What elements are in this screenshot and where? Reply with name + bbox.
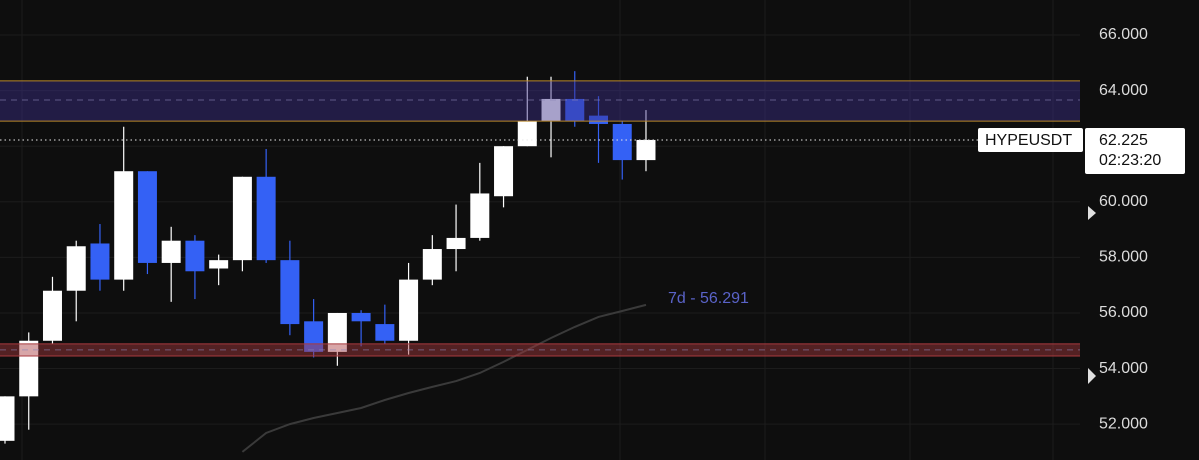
candle-body xyxy=(232,176,252,261)
candle-body xyxy=(541,98,561,122)
candle-body xyxy=(636,139,656,161)
y-tick-label: 64.000 xyxy=(1099,82,1148,99)
y-tick-label: 52.000 xyxy=(1099,415,1148,432)
y-tick-label: 56.000 xyxy=(1099,304,1148,321)
candle-body xyxy=(66,246,86,291)
price-badge xyxy=(1085,127,1185,174)
candle-body xyxy=(470,193,490,238)
candle-body xyxy=(517,121,537,147)
candle-body xyxy=(137,171,157,263)
y-tick-label: 58.000 xyxy=(1099,249,1148,266)
candle-body xyxy=(375,324,395,341)
scroll-arrow[interactable] xyxy=(1088,368,1096,384)
candle-body xyxy=(161,240,181,263)
moving-average-label: 7d - 56.291 xyxy=(668,290,749,307)
scroll-arrow[interactable] xyxy=(1088,206,1096,220)
candle-body xyxy=(256,176,276,261)
candle-body xyxy=(209,260,229,269)
price-label: 62.225 xyxy=(1099,132,1148,149)
candle-body xyxy=(90,243,110,280)
candle-body xyxy=(114,171,134,280)
y-tick-label: 54.000 xyxy=(1099,360,1148,377)
candle-body xyxy=(42,290,62,341)
candle-body xyxy=(612,123,632,161)
candle-body xyxy=(565,98,585,122)
candle-body xyxy=(280,260,300,325)
zone xyxy=(0,80,1080,122)
moving-average-line xyxy=(241,303,647,453)
candle-body xyxy=(399,279,419,341)
y-tick-label: 66.000 xyxy=(1099,26,1148,43)
symbol-badge xyxy=(978,127,1083,152)
candle-body xyxy=(351,312,371,322)
candle-body xyxy=(185,240,205,272)
candle-body xyxy=(494,146,514,197)
candle-body xyxy=(19,340,39,397)
countdown-label: 02:23:20 xyxy=(1099,152,1161,169)
y-tick-label: 60.000 xyxy=(1099,193,1148,210)
candle-body xyxy=(0,396,15,441)
candle-body xyxy=(446,237,466,250)
symbol-label: HYPEUSDT xyxy=(985,132,1072,149)
candle-body xyxy=(589,115,608,124)
candle-body xyxy=(327,312,347,352)
candle-body xyxy=(422,249,442,280)
